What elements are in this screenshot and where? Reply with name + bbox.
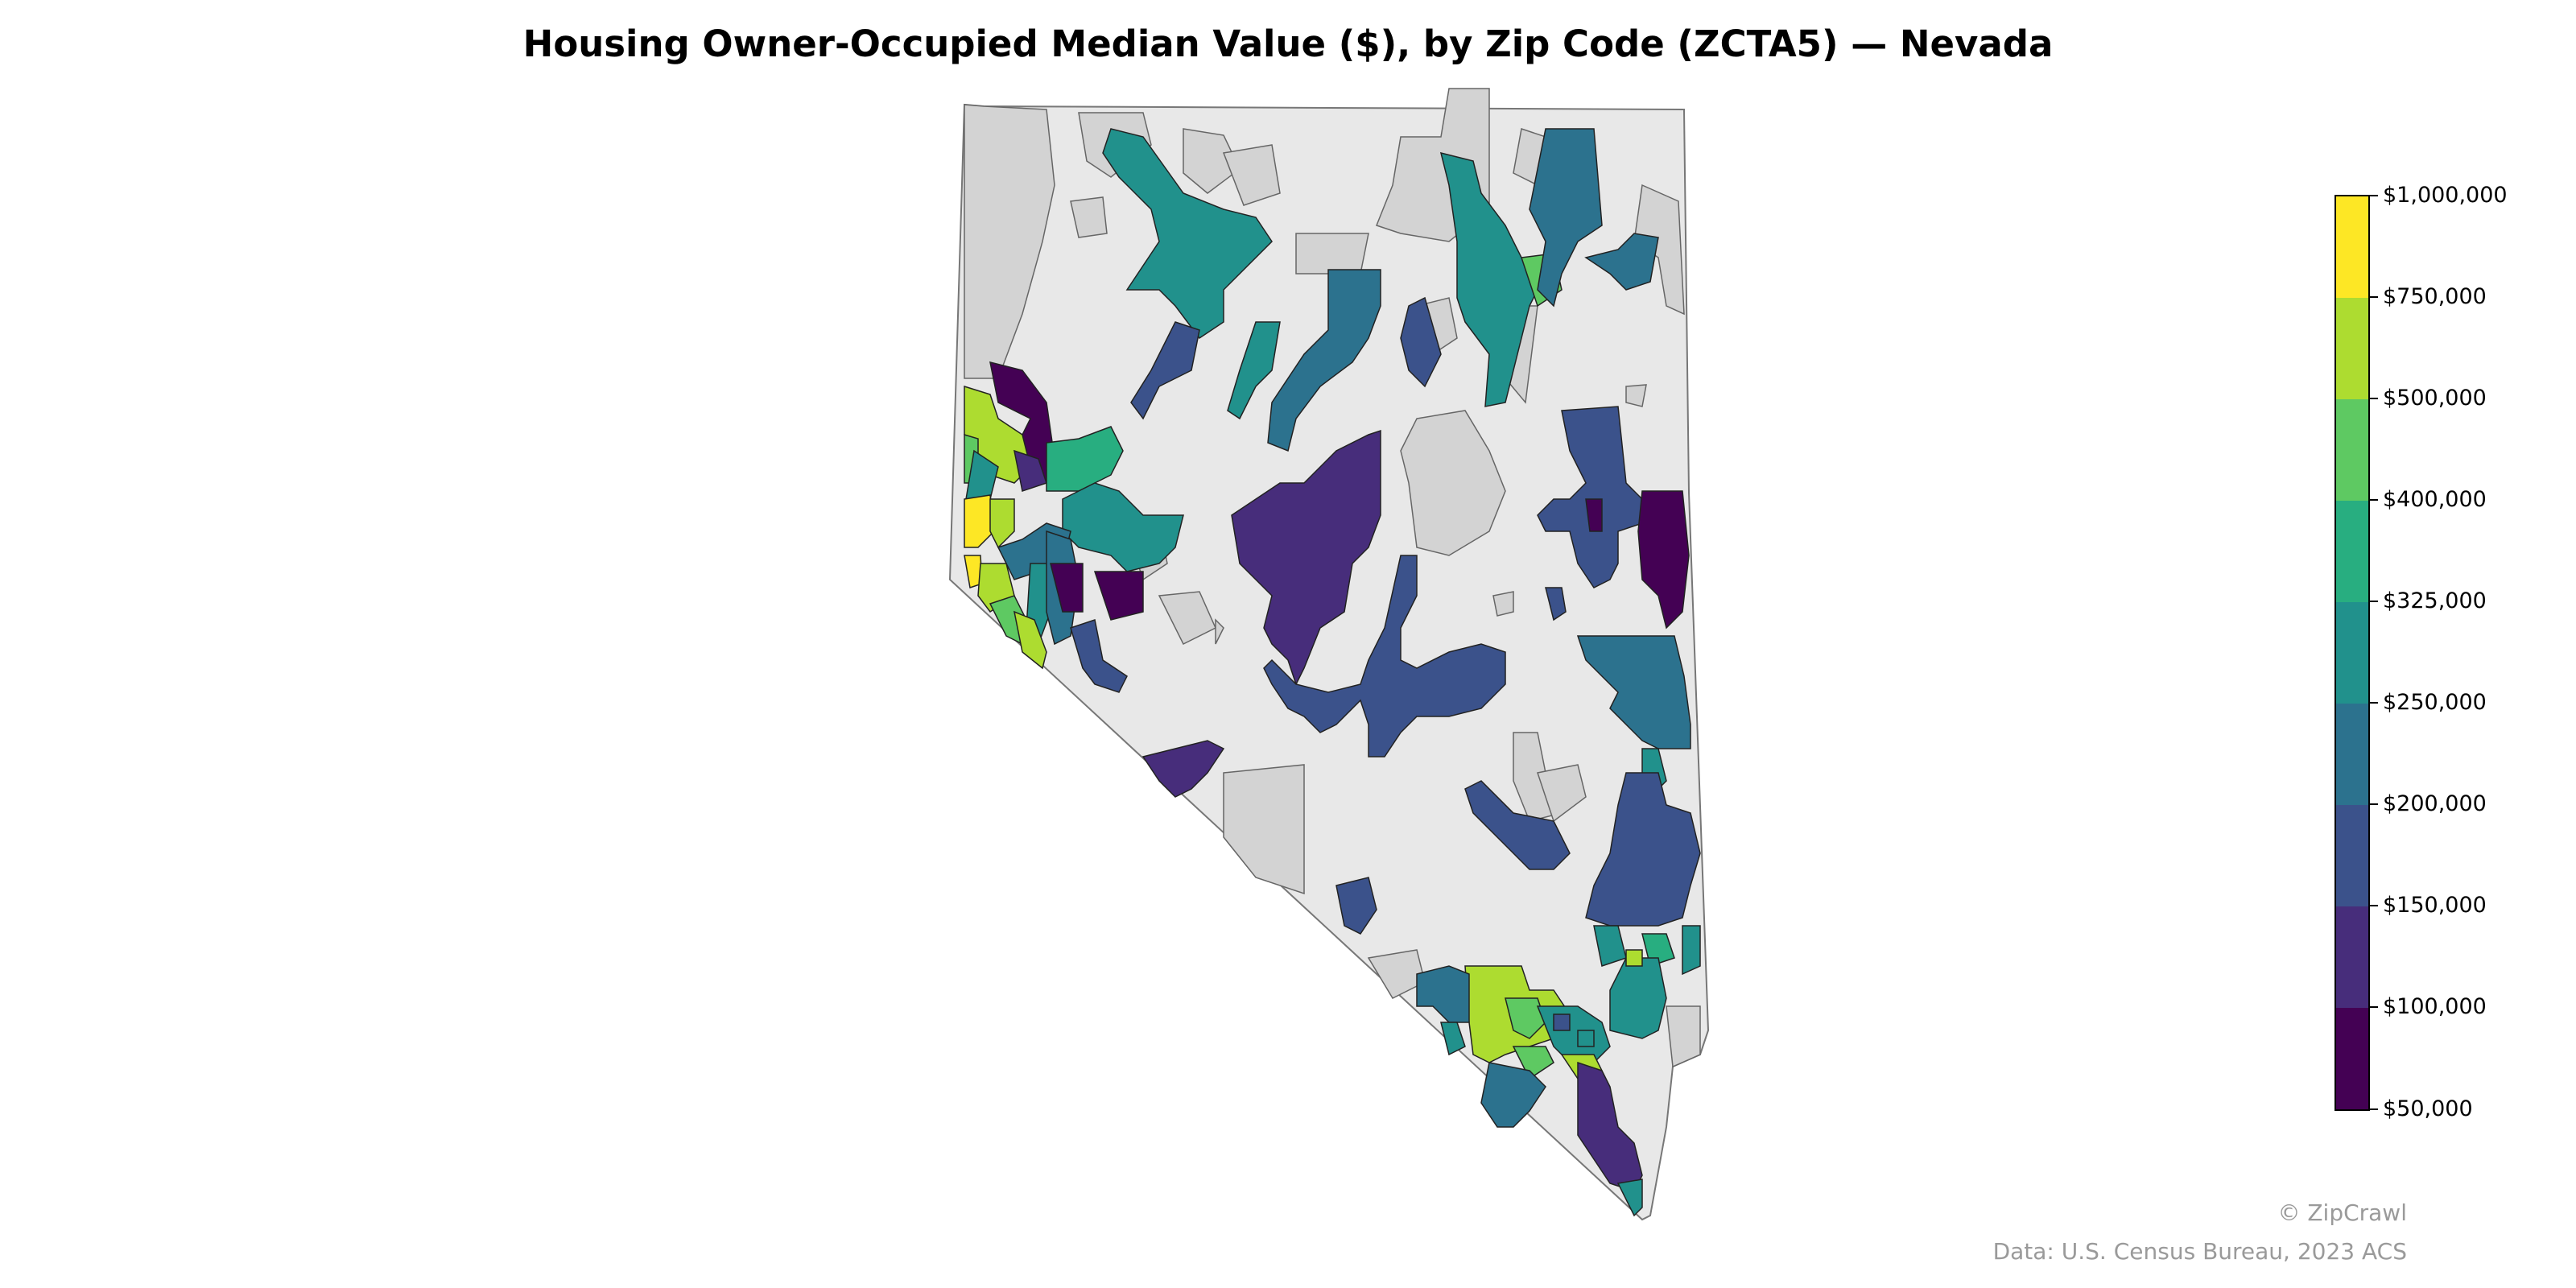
colorbar-segment-1 [2336,196,2368,298]
colorbar-segment-4 [2336,501,2368,602]
colorbar-segment-8 [2336,906,2368,1008]
colorbar-segment-9 [2336,1008,2368,1109]
colorbar-segment-2 [2336,298,2368,399]
colorbar-tick-label: $750,000 [2383,284,2487,309]
colorbar-segment-3 [2336,399,2368,501]
zcta-regions [964,128,1701,1217]
colorbar-tick-label: $500,000 [2383,386,2487,411]
colorbar-tick-label: $100,000 [2383,994,2487,1019]
colorbar-tick-label: $250,000 [2383,690,2487,715]
colorbar-tick-label: $400,000 [2383,487,2487,512]
map-title: Housing Owner-Occupied Median Value ($),… [522,23,2054,65]
colorbar [2334,195,2370,1111]
colorbar-tick-label: $325,000 [2383,588,2487,613]
no-data-zones [964,88,1701,1068]
credit-text: © ZipCrawl [2277,1199,2407,1226]
colorbar-tick-label: $1,000,000 [2383,183,2508,208]
colorbar-tick-label: $50,000 [2383,1096,2473,1121]
colorbar-tick-label: $200,000 [2383,791,2487,816]
colorbar-tick-label: $150,000 [2383,893,2487,918]
source-text: Data: U.S. Census Bureau, 2023 ACS [1992,1238,2407,1265]
colorbar-segment-6 [2336,704,2368,805]
colorbar-segment-7 [2336,805,2368,906]
colorbar-segment-5 [2336,602,2368,704]
